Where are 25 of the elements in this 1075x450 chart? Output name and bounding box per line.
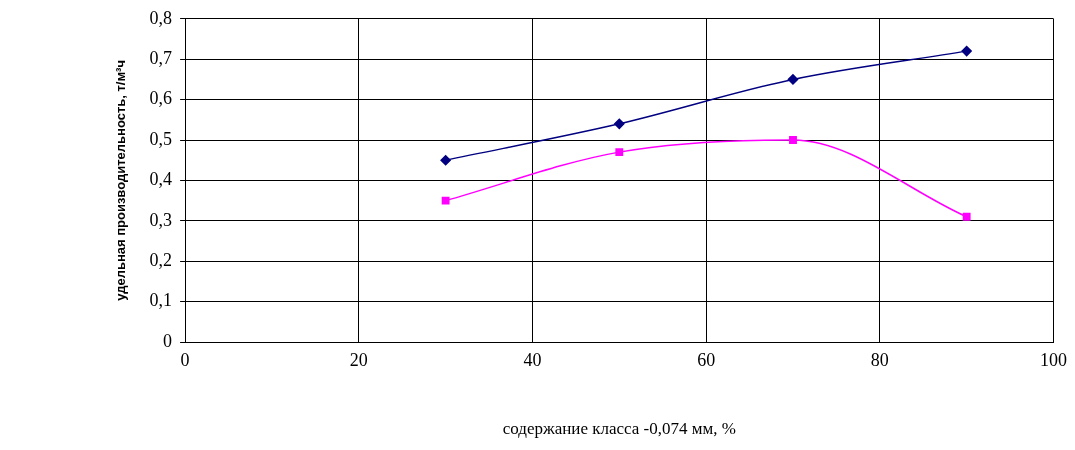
y-tick-label: 0,4 xyxy=(149,169,173,190)
y-tick-label: 0,3 xyxy=(149,209,173,230)
x-tick-label: 60 xyxy=(697,349,716,370)
point xyxy=(614,118,625,130)
point xyxy=(787,74,799,85)
y-axis-title: удельная производительность, т/м³ч xyxy=(113,60,129,301)
point xyxy=(441,196,450,205)
point xyxy=(440,154,451,166)
y-tick-label: 0,6 xyxy=(149,88,173,109)
y-tick-label: 0,2 xyxy=(149,249,173,270)
y-tick-label: 0,5 xyxy=(149,128,173,149)
y-tick-label: 0 xyxy=(163,330,173,351)
point xyxy=(789,136,797,144)
x-tick-label: 20 xyxy=(349,349,368,370)
x-tick-label: 40 xyxy=(523,349,542,370)
y-tick-label: 0,1 xyxy=(149,290,173,311)
point xyxy=(615,148,624,157)
x-tick-label: 0 xyxy=(180,349,190,370)
x-tick-label: 80 xyxy=(870,349,889,370)
y-tick-label: 0,8 xyxy=(149,7,173,28)
x-axis-title: содержание класса -0,074 мм, % xyxy=(502,419,736,439)
point xyxy=(961,45,972,57)
x-tick-label: 100 xyxy=(1040,349,1067,370)
point xyxy=(962,212,971,221)
y-tick-label: 0,7 xyxy=(149,47,173,68)
